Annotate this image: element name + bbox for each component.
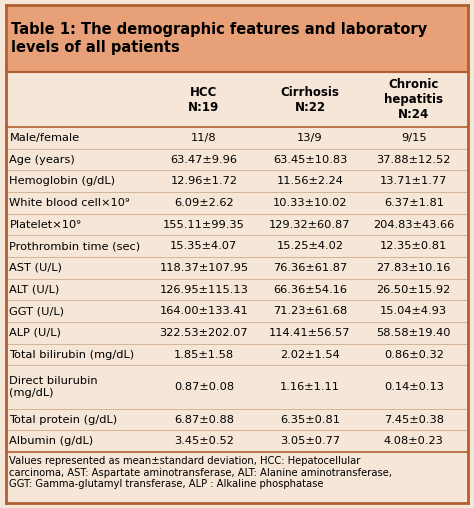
Text: 6.09±2.62: 6.09±2.62 <box>174 198 234 208</box>
Text: 129.32±60.87: 129.32±60.87 <box>269 219 351 230</box>
Text: Prothrombin time (sec): Prothrombin time (sec) <box>9 241 141 251</box>
Text: 76.36±61.87: 76.36±61.87 <box>273 263 347 273</box>
Text: Albumin (g/dL): Albumin (g/dL) <box>9 436 93 447</box>
Text: 204.83±43.66: 204.83±43.66 <box>373 219 455 230</box>
Text: Table 1: The demographic features and laboratory
levels of all patients: Table 1: The demographic features and la… <box>11 22 428 55</box>
Text: Hemoglobin (g/dL): Hemoglobin (g/dL) <box>9 176 116 186</box>
Text: 0.87±0.08: 0.87±0.08 <box>174 382 234 392</box>
Text: AST (U/L): AST (U/L) <box>9 263 63 273</box>
Text: 3.05±0.77: 3.05±0.77 <box>280 436 340 447</box>
Text: 63.47±9.96: 63.47±9.96 <box>170 154 237 165</box>
Text: ALT (U/L): ALT (U/L) <box>9 284 60 295</box>
Text: Cirrhosis
N:22: Cirrhosis N:22 <box>281 85 339 114</box>
Text: 1.16±1.11: 1.16±1.11 <box>280 382 340 392</box>
Text: Total bilirubin (mg/dL): Total bilirubin (mg/dL) <box>9 350 135 360</box>
Text: Platelet×10⁹: Platelet×10⁹ <box>9 219 81 230</box>
Text: 71.23±61.68: 71.23±61.68 <box>273 306 347 316</box>
Text: 118.37±107.95: 118.37±107.95 <box>159 263 248 273</box>
Text: 2.02±1.54: 2.02±1.54 <box>280 350 340 360</box>
Text: GGT (U/L): GGT (U/L) <box>9 306 64 316</box>
Text: 114.41±56.57: 114.41±56.57 <box>269 328 351 338</box>
Text: 15.04±4.93: 15.04±4.93 <box>380 306 447 316</box>
Text: 4.08±0.23: 4.08±0.23 <box>384 436 444 447</box>
Text: 9/15: 9/15 <box>401 133 427 143</box>
Text: 58.58±19.40: 58.58±19.40 <box>376 328 451 338</box>
Text: 322.53±202.07: 322.53±202.07 <box>160 328 248 338</box>
Text: 155.11±99.35: 155.11±99.35 <box>163 219 245 230</box>
Text: 13/9: 13/9 <box>297 133 323 143</box>
Text: 0.86±0.32: 0.86±0.32 <box>384 350 444 360</box>
Text: 11.56±2.24: 11.56±2.24 <box>276 176 344 186</box>
Text: 26.50±15.92: 26.50±15.92 <box>377 284 451 295</box>
Text: 1.85±1.58: 1.85±1.58 <box>174 350 234 360</box>
Text: Total protein (g/dL): Total protein (g/dL) <box>9 415 118 425</box>
Text: 6.37±1.81: 6.37±1.81 <box>384 198 444 208</box>
Text: 66.36±54.16: 66.36±54.16 <box>273 284 347 295</box>
Text: HCC
N:19: HCC N:19 <box>188 85 219 114</box>
Text: 11/8: 11/8 <box>191 133 217 143</box>
Text: 63.45±10.83: 63.45±10.83 <box>273 154 347 165</box>
Text: Age (years): Age (years) <box>9 154 75 165</box>
Text: 15.25±4.02: 15.25±4.02 <box>276 241 344 251</box>
Bar <box>6 5 468 72</box>
Text: 3.45±0.52: 3.45±0.52 <box>174 436 234 447</box>
Text: Male/female: Male/female <box>9 133 80 143</box>
Text: 13.71±1.77: 13.71±1.77 <box>380 176 447 186</box>
Text: 10.33±10.02: 10.33±10.02 <box>273 198 347 208</box>
Text: ALP (U/L): ALP (U/L) <box>9 328 61 338</box>
Text: 6.35±0.81: 6.35±0.81 <box>280 415 340 425</box>
Text: 12.96±1.72: 12.96±1.72 <box>170 176 237 186</box>
Text: 12.35±0.81: 12.35±0.81 <box>380 241 447 251</box>
Text: White blood cell×10⁹: White blood cell×10⁹ <box>9 198 130 208</box>
Text: 37.88±12.52: 37.88±12.52 <box>377 154 451 165</box>
Text: 0.14±0.13: 0.14±0.13 <box>384 382 444 392</box>
Text: Chronic
hepatitis
N:24: Chronic hepatitis N:24 <box>384 78 443 121</box>
Text: 7.45±0.38: 7.45±0.38 <box>384 415 444 425</box>
Text: 6.87±0.88: 6.87±0.88 <box>174 415 234 425</box>
Text: 126.95±115.13: 126.95±115.13 <box>159 284 248 295</box>
Text: 164.00±133.41: 164.00±133.41 <box>159 306 248 316</box>
Text: 27.83±10.16: 27.83±10.16 <box>377 263 451 273</box>
Text: Direct bilurubin
(mg/dL): Direct bilurubin (mg/dL) <box>9 376 98 398</box>
Text: Values represented as mean±standard deviation, HCC: Hepatocellular
carcinoma, AS: Values represented as mean±standard devi… <box>9 456 392 489</box>
Text: 15.35±4.07: 15.35±4.07 <box>170 241 237 251</box>
